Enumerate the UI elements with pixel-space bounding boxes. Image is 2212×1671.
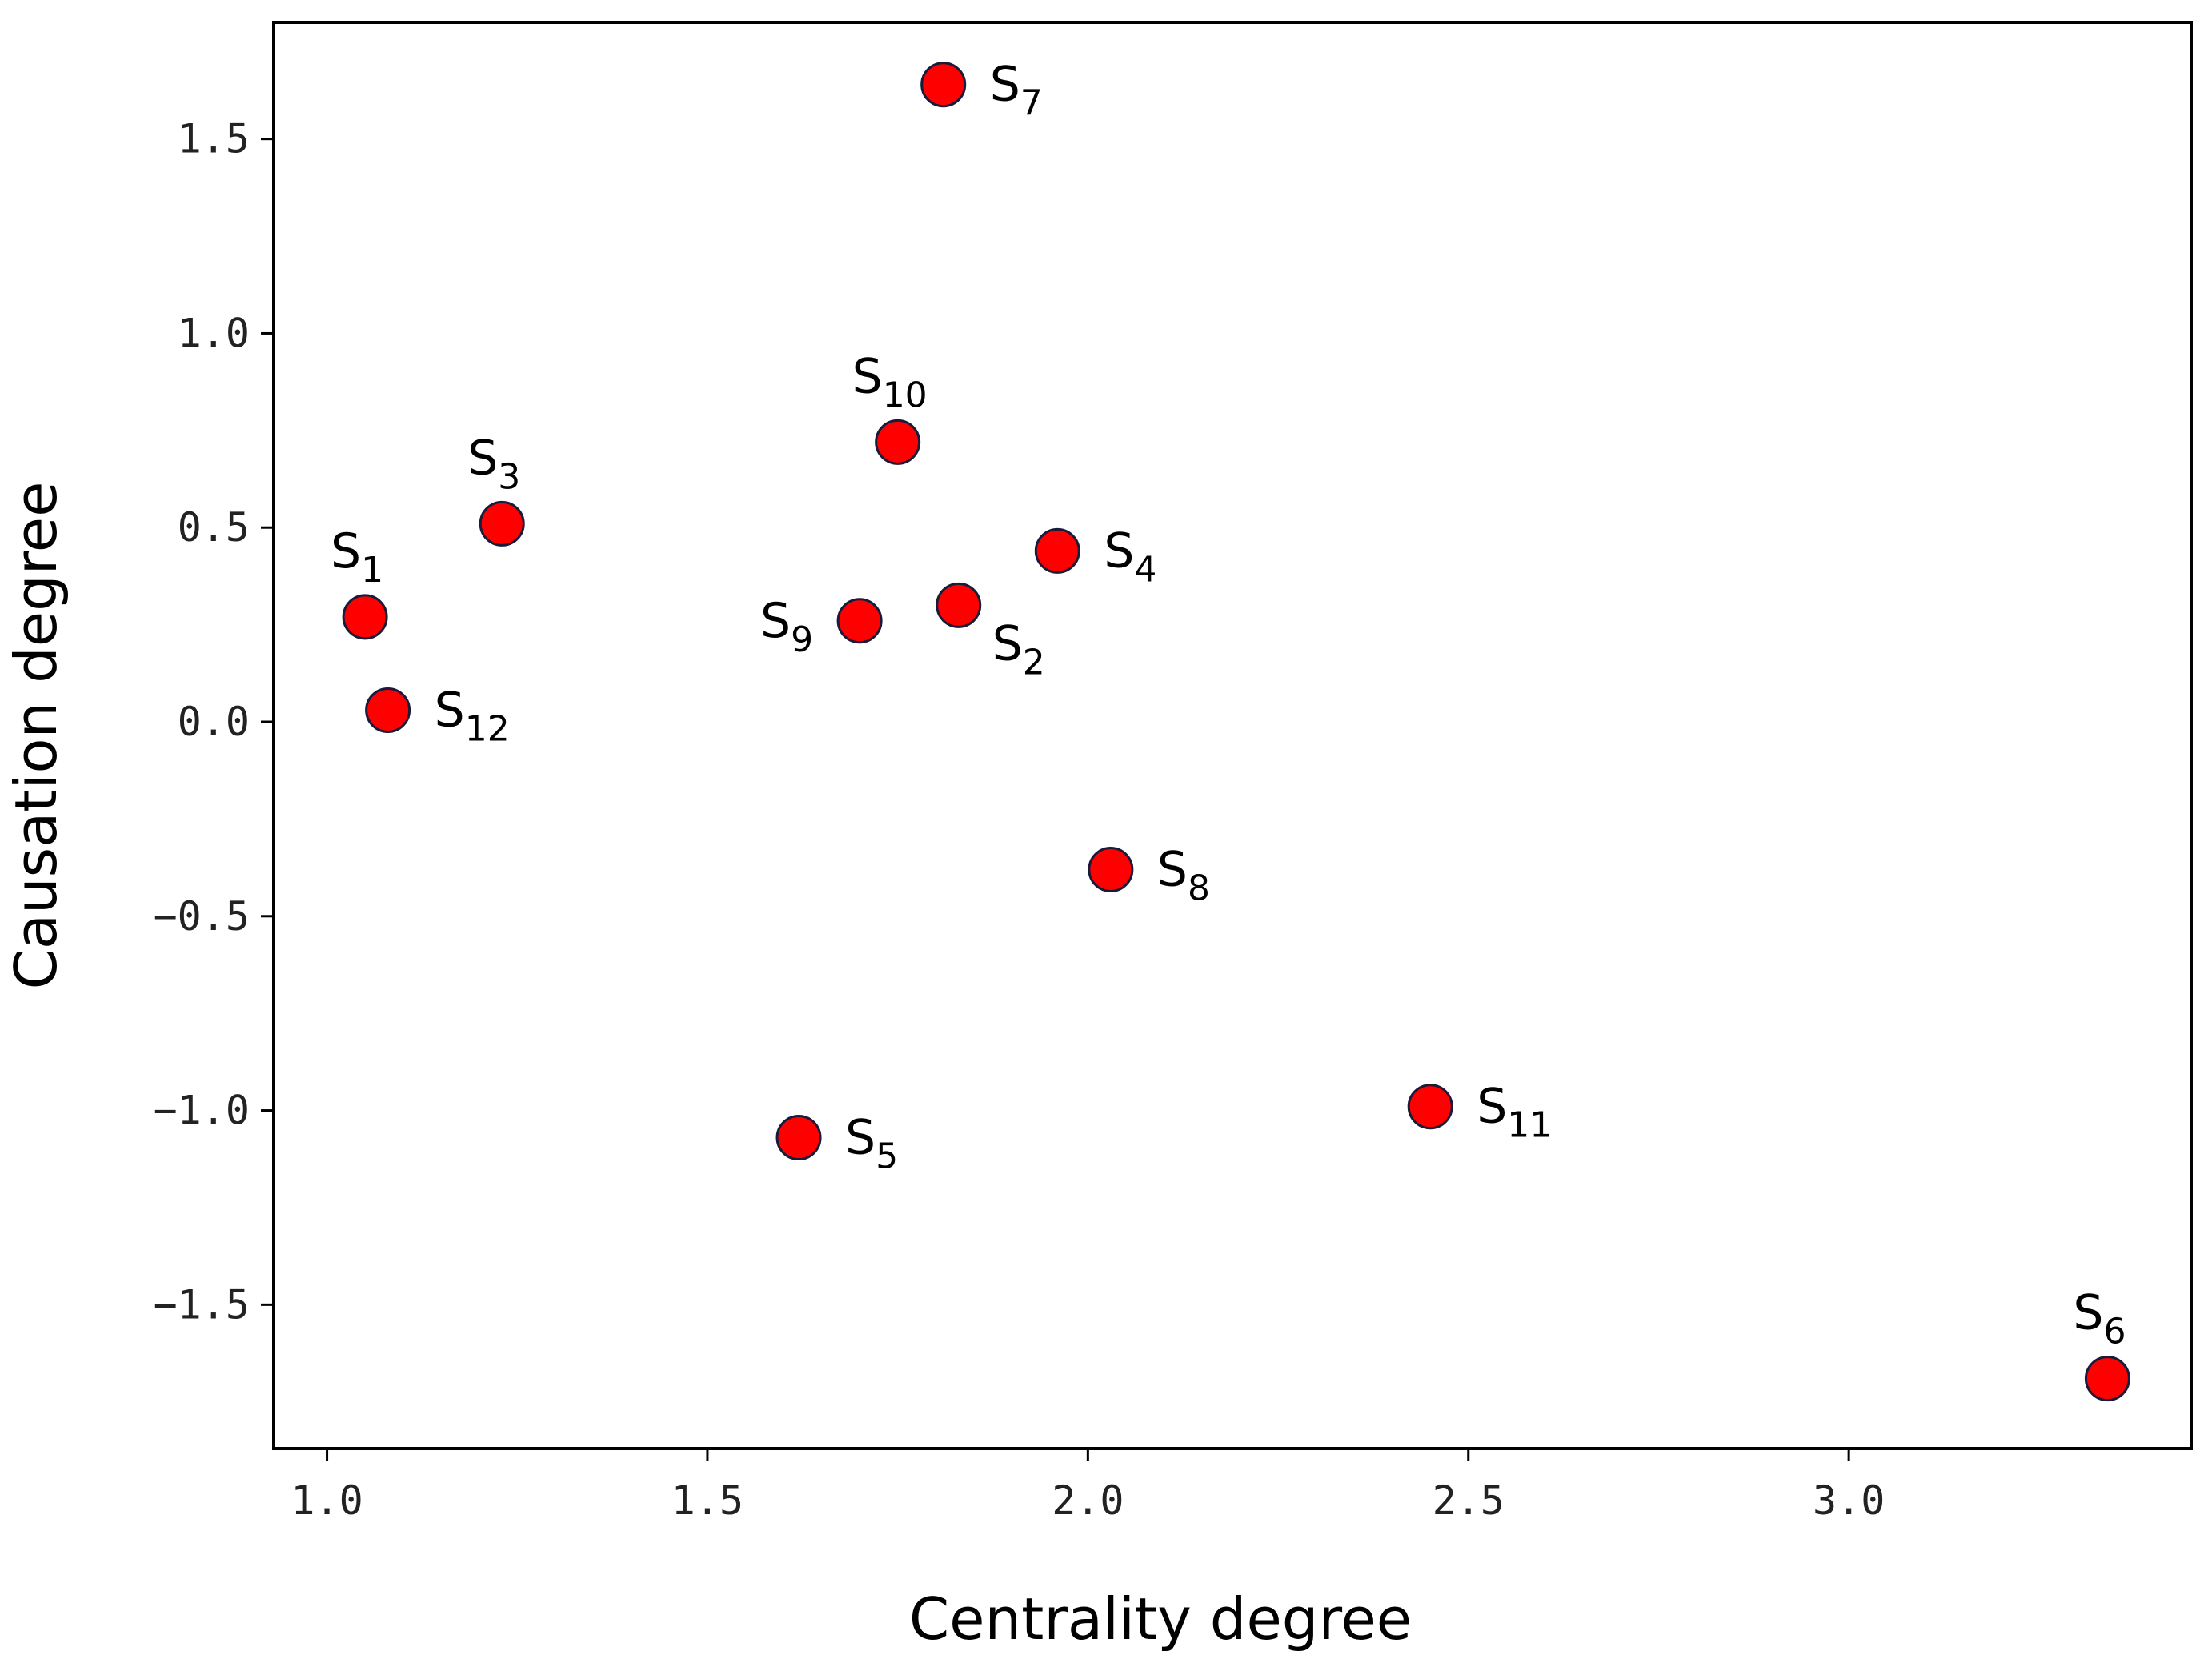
- x-axis-ticks: 1.0 1.5 2.0 2.5 3.0: [291, 1449, 1885, 1524]
- point-label-subscript: 8: [1188, 868, 1210, 909]
- x-tick-label: 3.0: [1813, 1477, 1885, 1524]
- point-label-s3: S3: [467, 430, 520, 497]
- data-point-s11: [1407, 1084, 1453, 1130]
- point-label-subscript: 6: [2103, 1312, 2126, 1352]
- y-tick-label: −0.5: [154, 893, 250, 940]
- y-tick-label: 0.5: [178, 504, 250, 551]
- data-point-s4: [1034, 527, 1080, 574]
- data-point-s10: [875, 419, 921, 465]
- y-tick-label: −1.5: [154, 1281, 250, 1328]
- data-point-s6: [2084, 1356, 2130, 1402]
- point-label-s11: S11: [1477, 1079, 1552, 1146]
- point-label-letter: S: [992, 615, 1023, 671]
- data-point-s5: [775, 1115, 822, 1161]
- y-tick-label: 1.5: [178, 116, 250, 162]
- point-label-subscript: 10: [883, 375, 928, 415]
- data-point-s3: [479, 500, 525, 547]
- point-label-letter: S: [2073, 1285, 2103, 1341]
- point-label-s7: S7: [990, 57, 1043, 124]
- point-label-subscript: 5: [876, 1136, 898, 1177]
- point-label-letter: S: [990, 57, 1020, 113]
- point-label-s10: S10: [852, 348, 928, 415]
- x-tick-label: 2.5: [1433, 1477, 1505, 1524]
- point-label-s9: S9: [760, 593, 813, 660]
- point-label-subscript: 11: [1507, 1105, 1552, 1146]
- data-point-s2: [936, 582, 982, 628]
- point-label-letter: S: [435, 682, 465, 738]
- data-point-s7: [920, 62, 967, 108]
- point-label-s12: S12: [435, 682, 510, 749]
- point-label-subscript: 1: [361, 550, 383, 591]
- point-label-letter: S: [760, 593, 791, 649]
- point-label-subscript: 12: [465, 708, 510, 749]
- point-label-s8: S8: [1157, 842, 1210, 909]
- data-point-s9: [836, 598, 883, 644]
- point-label-letter: S: [845, 1110, 876, 1166]
- point-label-s2: S2: [992, 615, 1045, 683]
- point-label-letter: S: [1157, 842, 1188, 898]
- x-tick-label: 1.5: [671, 1477, 743, 1524]
- point-label-s1: S1: [331, 523, 383, 591]
- point-label-subscript: 2: [1023, 642, 1045, 683]
- data-points: [342, 62, 2130, 1402]
- plot-frame: [272, 21, 2193, 1450]
- point-label-subscript: 3: [498, 456, 520, 497]
- data-point-s8: [1088, 847, 1134, 893]
- x-tick-label: 1.0: [291, 1477, 363, 1524]
- point-label-s4: S4: [1104, 523, 1156, 590]
- point-label-subscript: 4: [1134, 549, 1156, 590]
- data-point-s12: [365, 687, 411, 733]
- y-tick-label: 1.0: [178, 310, 250, 356]
- y-tick-label: −1.0: [154, 1088, 250, 1134]
- point-label-subscript: 7: [1020, 83, 1043, 124]
- point-label-letter: S: [467, 430, 498, 486]
- y-axis-title: Causation degree: [2, 482, 70, 990]
- y-tick-label: 0.0: [178, 699, 250, 745]
- x-axis-title: Centrality degree: [909, 1585, 1412, 1653]
- point-label-s6: S6: [2073, 1285, 2126, 1352]
- point-label-letter: S: [852, 348, 883, 404]
- x-tick-label: 2.0: [1052, 1477, 1124, 1524]
- point-label-subscript: 9: [791, 619, 813, 660]
- point-label-letter: S: [1477, 1079, 1507, 1135]
- point-label-letter: S: [1104, 523, 1134, 579]
- point-label-s5: S5: [845, 1110, 898, 1177]
- y-axis-ticks: 1.5 1.0 0.5 0.0 −0.5 −1.0 −1.5: [154, 116, 274, 1328]
- data-point-s1: [342, 594, 388, 640]
- point-label-letter: S: [331, 523, 361, 579]
